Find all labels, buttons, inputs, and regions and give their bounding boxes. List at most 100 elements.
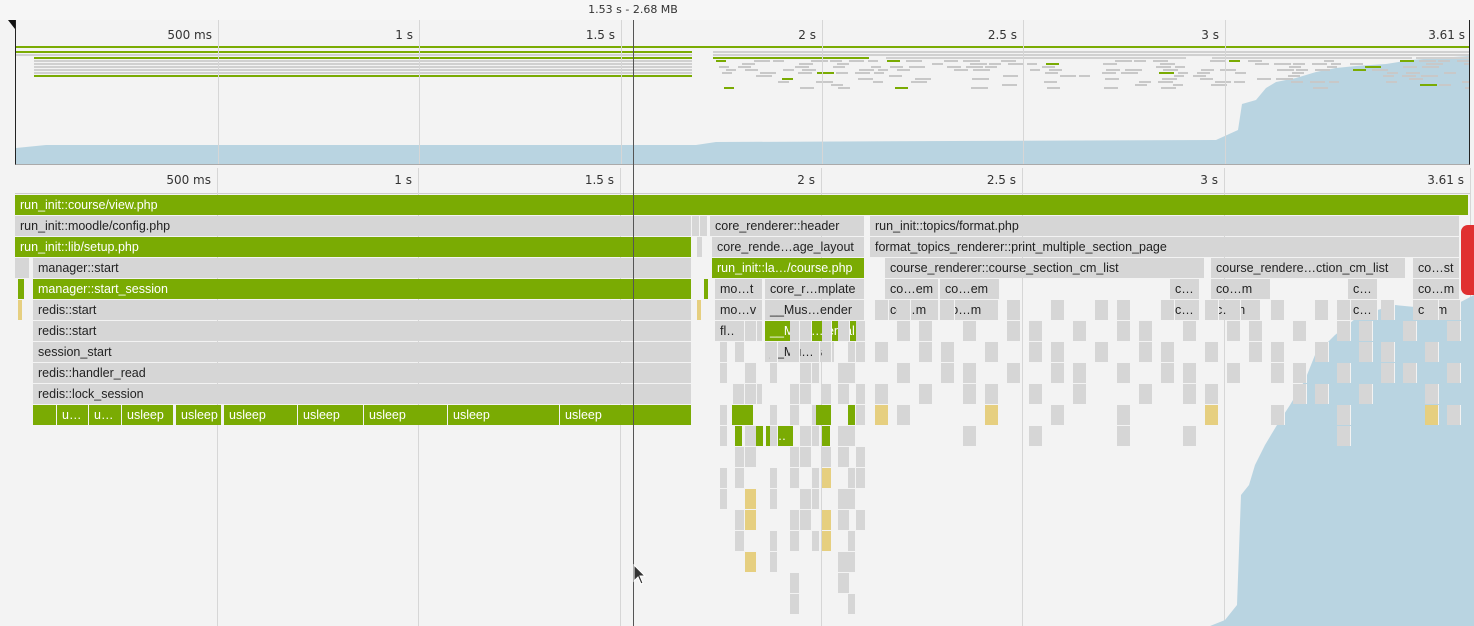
flame-sliver[interactable] (1183, 384, 1197, 404)
flame-node[interactable]: core_renderer::header (710, 216, 865, 236)
flame-node[interactable]: redis::lock_session (33, 384, 692, 404)
flame-node[interactable]: usleep (560, 405, 692, 425)
flame-sliver[interactable] (1161, 342, 1175, 362)
flame-node[interactable]: manager::start (33, 258, 692, 278)
flame-sliver[interactable] (1117, 363, 1131, 383)
flame-sliver[interactable] (985, 405, 999, 425)
flame-sliver[interactable] (919, 321, 933, 341)
flame-node[interactable]: course_rendere…ction_cm_list (1211, 258, 1406, 278)
flame-sliver[interactable] (838, 384, 850, 404)
flame-sliver[interactable] (848, 552, 856, 572)
flame-sliver[interactable] (735, 321, 745, 341)
flame-sliver[interactable] (790, 510, 800, 530)
flame-sliver[interactable] (800, 510, 812, 530)
flame-sliver[interactable] (800, 489, 812, 509)
flame-sliver[interactable] (720, 468, 728, 488)
flame-node[interactable]: __Mus…ender (765, 300, 865, 320)
flame-sliver[interactable] (812, 363, 820, 383)
flame-sliver[interactable] (1447, 363, 1461, 383)
flame-sliver[interactable] (1139, 321, 1153, 341)
flame-sliver[interactable] (1161, 300, 1175, 320)
flame-sliver[interactable] (790, 594, 800, 614)
flame-sliver[interactable] (1073, 384, 1087, 404)
flame-sliver[interactable] (770, 363, 778, 383)
flame-node[interactable]: run_init::topics/format.php (870, 216, 1460, 236)
flame-sliver[interactable] (1403, 321, 1417, 341)
flame-sliver[interactable] (1447, 300, 1461, 320)
flame-sliver[interactable] (1337, 405, 1351, 425)
flame-sliver[interactable] (897, 321, 911, 341)
flame-sliver[interactable] (1051, 363, 1065, 383)
flame-node[interactable]: core_rende…age_layout (712, 237, 865, 257)
flame-sliver[interactable] (848, 468, 856, 488)
flame-sliver[interactable] (1293, 384, 1307, 404)
flame-sliver[interactable] (790, 342, 800, 362)
flame-node[interactable]: co…em (885, 279, 939, 299)
flame-sliver[interactable] (1117, 405, 1131, 425)
flame-node[interactable]: c… (1170, 279, 1200, 299)
flame-sliver[interactable] (848, 594, 856, 614)
flame-sliver[interactable] (18, 300, 23, 320)
flame-sliver[interactable] (1271, 363, 1285, 383)
flame-node[interactable]: u… (57, 405, 89, 425)
flame-sliver[interactable] (790, 405, 800, 425)
flame-sliver[interactable] (1337, 426, 1351, 446)
flame-sliver[interactable] (1051, 405, 1065, 425)
flame-sliver[interactable] (1205, 342, 1219, 362)
flame-sliver[interactable] (1117, 300, 1131, 320)
flame-sliver[interactable] (1139, 342, 1153, 362)
flame-sliver[interactable] (1117, 321, 1131, 341)
flame-sliver[interactable] (856, 384, 866, 404)
flame-sliver[interactable] (735, 468, 745, 488)
flame-sliver[interactable] (1227, 300, 1241, 320)
flame-node[interactable]: usleep (448, 405, 560, 425)
flame-sliver[interactable] (822, 531, 832, 551)
flame-sliver[interactable] (1359, 321, 1373, 341)
flame-node[interactable]: u… (89, 405, 122, 425)
flame-sliver[interactable] (1007, 321, 1021, 341)
flame-node[interactable]: c… (1348, 279, 1378, 299)
flame-sliver[interactable] (720, 342, 728, 362)
flame-sliver[interactable] (812, 468, 820, 488)
flame-sliver[interactable] (1315, 384, 1329, 404)
flame-sliver[interactable] (856, 342, 866, 362)
flame-node[interactable]: format_topics_renderer::print_multiple_s… (870, 237, 1460, 257)
flame-sliver[interactable] (963, 384, 977, 404)
flame-node[interactable]: c… (1348, 300, 1378, 320)
flame-sliver[interactable] (1139, 384, 1153, 404)
flame-node[interactable]: usleep (122, 405, 174, 425)
flame-node[interactable]: co…em (940, 279, 1000, 299)
flame-sliver[interactable] (700, 216, 708, 236)
flame-node[interactable] (33, 405, 57, 425)
flame-sliver[interactable] (875, 384, 889, 404)
flame-node[interactable]: usleep (364, 405, 448, 425)
flame-sliver[interactable] (800, 384, 812, 404)
flame-sliver[interactable] (848, 405, 856, 425)
flame-sliver[interactable] (735, 510, 745, 530)
flame-sliver[interactable] (15, 258, 30, 278)
flame-sliver[interactable] (838, 573, 850, 593)
flame-node[interactable]: usleep (298, 405, 364, 425)
flame-node[interactable]: run_init::la…/course.php (712, 258, 865, 278)
flame-sliver[interactable] (822, 384, 832, 404)
flame-sliver[interactable] (720, 489, 728, 509)
flame-sliver[interactable] (1447, 321, 1461, 341)
flame-sliver[interactable] (18, 279, 25, 299)
flame-sliver[interactable] (816, 405, 832, 425)
flame-sliver[interactable] (770, 342, 778, 362)
flame-sliver[interactable] (897, 363, 911, 383)
flame-sliver[interactable] (1315, 342, 1329, 362)
flame-sliver[interactable] (963, 321, 977, 341)
flame-sliver[interactable] (790, 468, 800, 488)
flame-sliver[interactable] (735, 342, 745, 362)
flame-sliver[interactable] (770, 531, 778, 551)
flame-sliver[interactable] (1337, 321, 1351, 341)
flame-sliver[interactable] (838, 321, 850, 341)
flame-sliver[interactable] (1183, 426, 1197, 446)
flame-node[interactable]: redis::handler_read (33, 363, 692, 383)
flame-graph[interactable]: run_init::course/view.php run_init::moodl… (15, 195, 1474, 626)
flame-sliver[interactable] (800, 321, 812, 341)
flame-sliver[interactable] (1007, 363, 1021, 383)
flame-sliver[interactable] (1359, 384, 1373, 404)
flame-node[interactable]: mo…v (715, 300, 763, 320)
